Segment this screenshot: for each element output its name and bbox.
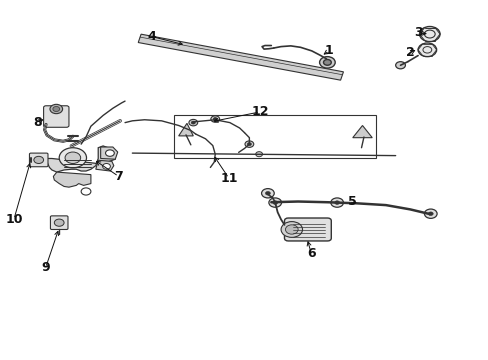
Polygon shape — [53, 172, 91, 187]
Circle shape — [395, 62, 405, 69]
Polygon shape — [178, 123, 193, 136]
Circle shape — [261, 189, 274, 198]
Circle shape — [319, 57, 334, 68]
Circle shape — [424, 209, 436, 219]
Circle shape — [427, 212, 432, 216]
Polygon shape — [101, 147, 118, 159]
Text: 3: 3 — [413, 27, 422, 40]
Circle shape — [59, 148, 86, 168]
Circle shape — [210, 116, 219, 122]
Circle shape — [323, 59, 330, 65]
Circle shape — [334, 201, 339, 204]
Circle shape — [53, 107, 60, 112]
FancyBboxPatch shape — [29, 153, 48, 167]
Circle shape — [34, 156, 43, 163]
Circle shape — [281, 222, 302, 237]
Text: 6: 6 — [306, 247, 315, 260]
Text: 11: 11 — [220, 172, 237, 185]
Circle shape — [265, 192, 270, 195]
Circle shape — [330, 198, 343, 207]
Circle shape — [272, 201, 277, 204]
Circle shape — [255, 152, 262, 157]
Polygon shape — [96, 160, 114, 171]
Text: 10: 10 — [5, 213, 22, 226]
FancyBboxPatch shape — [43, 106, 69, 127]
Polygon shape — [352, 126, 371, 138]
Text: 4: 4 — [147, 30, 156, 43]
Circle shape — [419, 27, 439, 41]
Circle shape — [54, 219, 64, 226]
Circle shape — [244, 141, 253, 147]
Circle shape — [213, 118, 217, 121]
Text: 1: 1 — [324, 44, 332, 57]
Polygon shape — [138, 34, 343, 80]
FancyBboxPatch shape — [50, 216, 68, 229]
Circle shape — [417, 43, 436, 57]
Text: 9: 9 — [41, 261, 50, 274]
Text: 8: 8 — [33, 116, 41, 129]
Circle shape — [50, 104, 62, 114]
Circle shape — [191, 121, 195, 124]
Text: 2: 2 — [405, 46, 414, 59]
Circle shape — [247, 143, 251, 145]
Text: 7: 7 — [114, 170, 123, 183]
Circle shape — [268, 198, 281, 207]
Polygon shape — [47, 146, 115, 172]
Circle shape — [285, 225, 298, 234]
Circle shape — [65, 152, 81, 163]
FancyBboxPatch shape — [284, 218, 330, 241]
Text: 12: 12 — [251, 105, 268, 118]
Circle shape — [188, 120, 197, 126]
Circle shape — [105, 150, 114, 156]
Circle shape — [81, 188, 91, 195]
Circle shape — [102, 163, 110, 169]
Text: 5: 5 — [347, 195, 356, 208]
